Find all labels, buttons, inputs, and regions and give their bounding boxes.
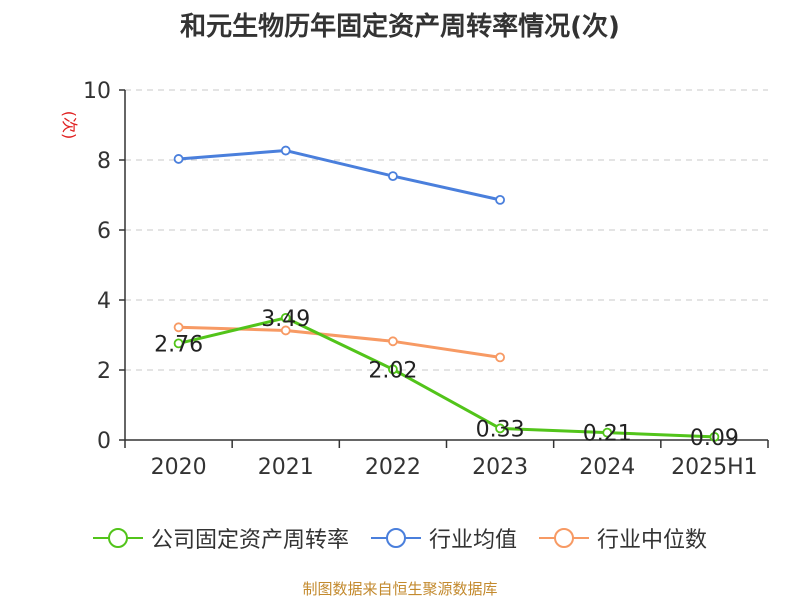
data-point <box>388 336 398 347</box>
legend-label: 行业中位数 <box>597 528 708 553</box>
x-tick-label: 2025H1 <box>671 455 758 480</box>
data-point <box>495 423 505 434</box>
legend-item-1[interactable]: 行业均值 <box>370 522 517 554</box>
data-point <box>388 171 398 182</box>
y-tick-label: 2 <box>97 359 111 384</box>
series-line-2 <box>178 325 501 359</box>
y-tick-label: 8 <box>97 149 111 174</box>
data-labels: 2.76 3.49 2.02 0.33 0.21 0.09 <box>154 307 739 451</box>
legend-label: 公司固定资产周转率 <box>150 528 349 553</box>
data-label: 2.02 <box>368 358 417 383</box>
legend-swatch-marker <box>107 528 128 548</box>
series-lines <box>173 145 720 442</box>
data-point <box>495 352 505 363</box>
legend-label: 行业均值 <box>428 528 517 553</box>
grid-lines <box>125 89 768 371</box>
x-tick-label: 2022 <box>365 455 421 480</box>
legend: 公司固定资产周转率 行业均值 行业中位数 <box>0 518 800 558</box>
x-tick-label: 2023 <box>472 455 528 480</box>
data-label: 3.49 <box>261 307 310 332</box>
data-point <box>173 322 184 333</box>
source-note: 制图数据来自恒生聚源数据库 <box>302 580 498 598</box>
y-tick-label: 0 <box>97 429 111 454</box>
data-point <box>173 154 184 164</box>
legend-swatch-marker <box>554 528 574 548</box>
data-point <box>495 194 505 205</box>
data-label: 0.09 <box>690 426 739 451</box>
axes: 0 2 4 6 8 10 2020 2021 2022 2023 2024 2025H1 <box>83 79 769 480</box>
legend-swatch <box>370 528 421 548</box>
x-tick-label: 2021 <box>258 455 314 480</box>
legend-item-0[interactable]: 公司固定资产周转率 <box>92 522 349 554</box>
data-point <box>280 325 291 336</box>
legend-item-2[interactable]: 行业中位数 <box>539 522 707 554</box>
x-tick-label: 2020 <box>151 455 207 480</box>
y-tick-label: 10 <box>83 79 111 104</box>
series-line-0 <box>178 316 715 439</box>
data-point <box>173 338 184 349</box>
data-point <box>280 312 291 323</box>
chart-title: 和元生物历年固定资产周转率情况(次) <box>180 12 620 42</box>
legend-swatch <box>539 528 589 548</box>
data-label: 0.33 <box>476 417 525 442</box>
y-tick-label: 6 <box>97 219 111 244</box>
legend-swatch-marker <box>385 528 406 548</box>
x-tick-label: 2024 <box>579 455 635 480</box>
data-point <box>388 364 398 375</box>
y-axis-label: (次) <box>60 111 79 140</box>
data-point <box>602 427 613 438</box>
data-label: 0.21 <box>583 422 632 447</box>
legend-swatch <box>92 528 143 548</box>
y-tick-label: 4 <box>97 289 111 314</box>
data-label: 2.76 <box>154 332 203 357</box>
data-point <box>280 145 291 156</box>
data-point <box>709 431 720 442</box>
series-line-1 <box>178 149 501 202</box>
